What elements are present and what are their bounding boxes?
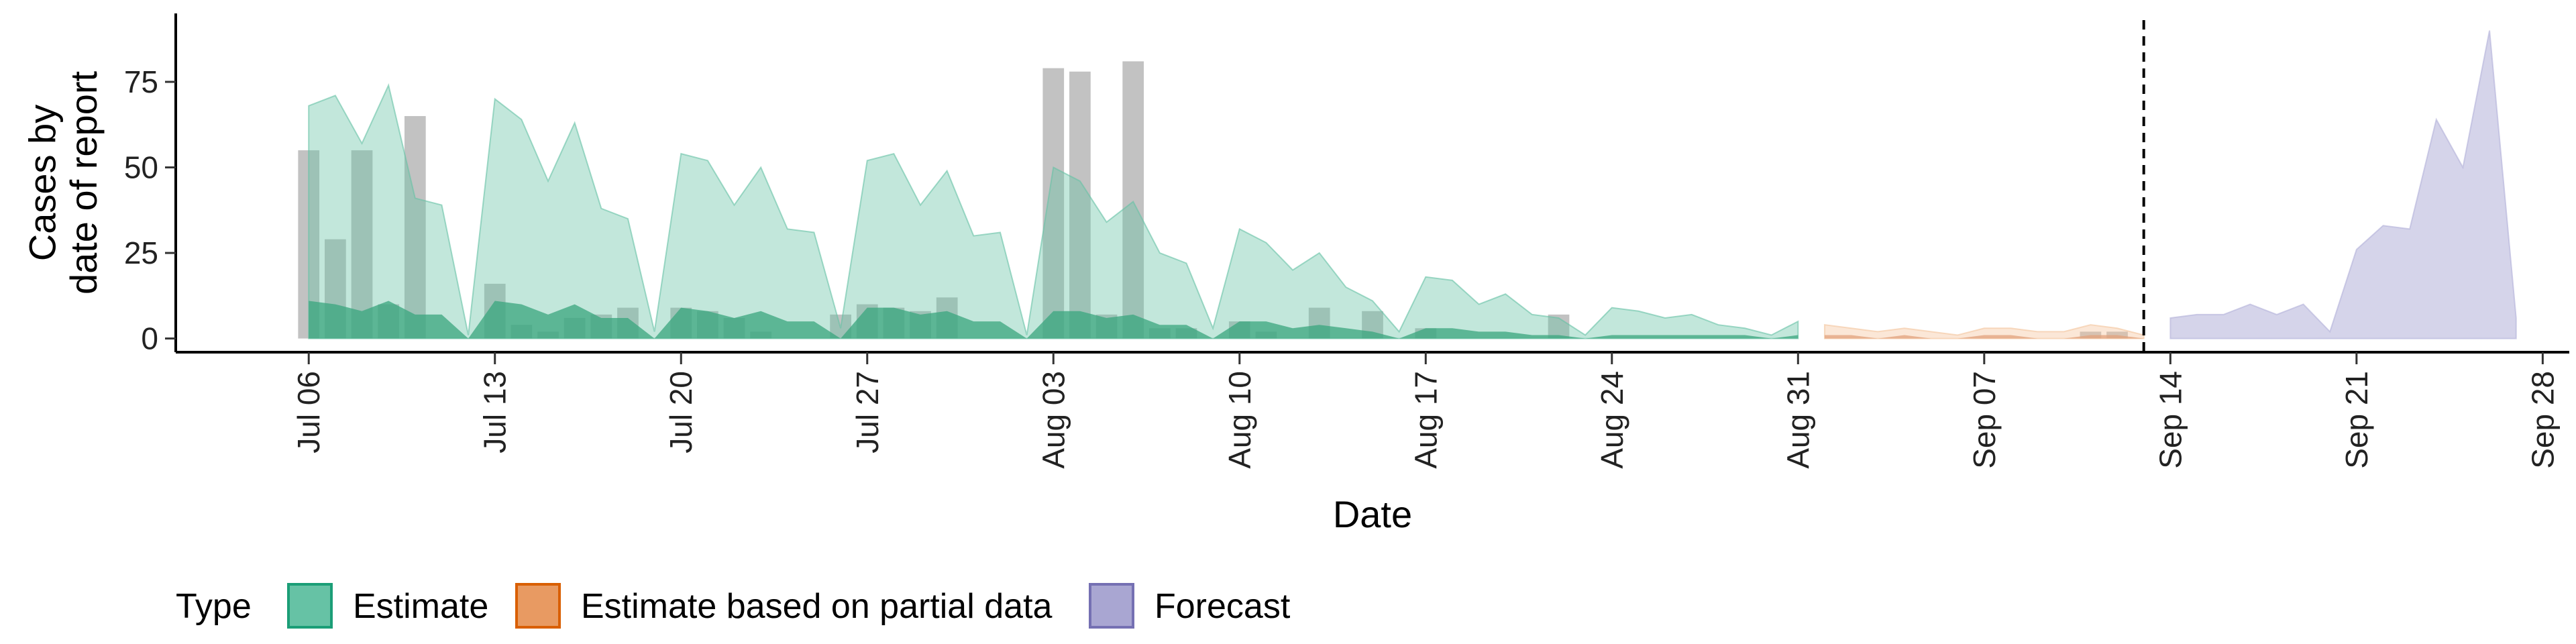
y-tick-label: 25 (124, 235, 158, 270)
legend: Type Estimate Estimate based on partial … (176, 583, 1291, 629)
series-inner-band-partial (1824, 335, 2144, 339)
report-bar (404, 116, 426, 339)
y-axis-title-line: date of report (62, 71, 105, 295)
legend-key-estimate (287, 583, 333, 629)
y-axis-title: Cases bydate of report (21, 71, 105, 295)
y-ticks: 0 25 50 75 (124, 64, 176, 356)
y-axis-title-line: Cases by (21, 105, 63, 261)
series-inner-band-estimate (309, 301, 1799, 339)
legend-key-partial (515, 583, 561, 629)
legend-label-estimate: Estimate (353, 587, 488, 626)
report-bar (1042, 68, 1065, 339)
legend-label-forecast: Forecast (1155, 587, 1291, 626)
x-ticks: Jul 06 Jul 13 Jul 20 Jul 27 Aug 03 Aug 10 Aug … (291, 352, 2560, 469)
areas-layer (308, 30, 2517, 339)
series-area-partial (1823, 324, 2145, 339)
series-area-estimate (308, 83, 1799, 339)
x-tick-label: Sep 07 (1967, 371, 2002, 469)
report-bar (1069, 71, 1091, 339)
y-tick-label: 50 (124, 150, 158, 185)
x-tick-label: Jul 20 (663, 371, 698, 453)
x-tick-label: Sep 21 (2339, 371, 2374, 469)
x-tick-label: Aug 03 (1036, 371, 1071, 469)
x-tick-label: Sep 14 (2153, 371, 2188, 469)
x-tick-label: Jul 27 (850, 371, 885, 453)
report-bar (1122, 61, 1144, 339)
x-tick-label: Aug 31 (1780, 371, 1815, 469)
report-bar (351, 150, 373, 339)
x-tick-label: Jul 13 (478, 371, 513, 453)
y-tick-label: 75 (124, 64, 158, 99)
x-tick-label: Aug 24 (1595, 371, 1629, 469)
x-axis-title: Date (1333, 493, 1412, 535)
series-area-forecast (2169, 30, 2517, 339)
x-tick-label: Aug 17 (1408, 371, 1443, 469)
x-tick-label: Jul 06 (291, 371, 326, 453)
legend-title: Type (176, 587, 252, 626)
y-tick-label: 0 (141, 321, 158, 356)
x-tick-label: Sep 28 (2525, 371, 2560, 469)
legend-key-forecast (1089, 583, 1134, 629)
legend-label-partial: Estimate based on partial data (581, 587, 1053, 626)
x-tick-label: Aug 10 (1222, 371, 1257, 469)
